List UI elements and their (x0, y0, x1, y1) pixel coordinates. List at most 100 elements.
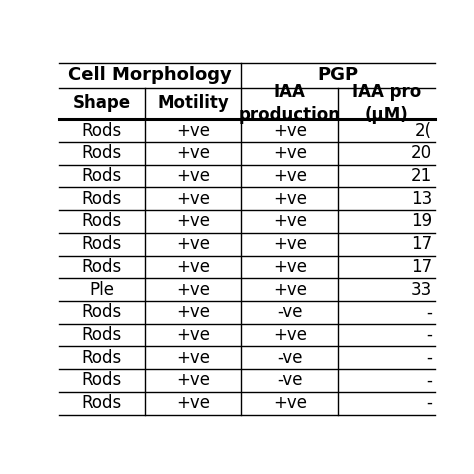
Text: 13: 13 (411, 190, 432, 208)
Text: Rods: Rods (82, 303, 122, 321)
Bar (338, 324, 435, 346)
Text: +ve: +ve (273, 394, 307, 412)
Text: 33: 33 (411, 281, 432, 299)
Text: +ve: +ve (273, 167, 307, 185)
Bar (145, 392, 241, 415)
Text: 2(: 2( (415, 122, 432, 140)
Text: +ve: +ve (176, 212, 210, 230)
Text: +ve: +ve (273, 122, 307, 140)
Bar (241, 88, 338, 119)
Bar (338, 369, 435, 392)
Bar (59, 301, 145, 324)
Text: Rods: Rods (82, 349, 122, 367)
Bar (338, 119, 435, 142)
Text: +ve: +ve (273, 212, 307, 230)
Text: -: - (426, 394, 432, 412)
Text: Rods: Rods (82, 326, 122, 344)
Text: +ve: +ve (176, 303, 210, 321)
Bar (338, 187, 435, 210)
Bar (338, 210, 435, 233)
Text: +ve: +ve (176, 144, 210, 162)
Bar (59, 324, 145, 346)
Bar (59, 346, 145, 369)
Bar (145, 233, 241, 255)
Text: +ve: +ve (176, 190, 210, 208)
Text: 17: 17 (411, 258, 432, 276)
Bar (59, 88, 145, 119)
Bar (145, 210, 241, 233)
Text: -: - (426, 372, 432, 390)
Text: -: - (426, 303, 432, 321)
Text: Rods: Rods (82, 235, 122, 253)
Text: -: - (426, 326, 432, 344)
Bar (145, 119, 241, 142)
Text: +ve: +ve (176, 372, 210, 390)
Text: 19: 19 (411, 212, 432, 230)
Bar (241, 278, 338, 301)
Bar (338, 164, 435, 187)
Text: 21: 21 (411, 167, 432, 185)
Text: PGP: PGP (318, 66, 359, 84)
Bar (241, 119, 338, 142)
Text: Rods: Rods (82, 258, 122, 276)
Text: 20: 20 (411, 144, 432, 162)
Text: +ve: +ve (176, 122, 210, 140)
Bar (241, 392, 338, 415)
Bar (59, 63, 241, 88)
Bar (241, 63, 435, 88)
Bar (338, 346, 435, 369)
Bar (145, 142, 241, 164)
Bar (241, 187, 338, 210)
Text: +ve: +ve (176, 349, 210, 367)
Bar (338, 233, 435, 255)
Text: +ve: +ve (273, 258, 307, 276)
Bar (241, 255, 338, 278)
Text: Motility: Motility (157, 94, 229, 112)
Bar (338, 392, 435, 415)
Bar (338, 142, 435, 164)
Bar (338, 301, 435, 324)
Bar (59, 255, 145, 278)
Bar (59, 119, 145, 142)
Text: Rods: Rods (82, 190, 122, 208)
Text: IAA pro
(μM): IAA pro (μM) (352, 83, 421, 124)
Text: +ve: +ve (273, 144, 307, 162)
Bar (338, 278, 435, 301)
Bar (241, 324, 338, 346)
Bar (59, 369, 145, 392)
Bar (338, 255, 435, 278)
Bar (145, 88, 241, 119)
Bar (241, 369, 338, 392)
Bar (145, 346, 241, 369)
Bar (241, 346, 338, 369)
Text: -ve: -ve (277, 349, 302, 367)
Bar (145, 255, 241, 278)
Bar (145, 301, 241, 324)
Bar (241, 210, 338, 233)
Text: Rods: Rods (82, 212, 122, 230)
Bar (241, 233, 338, 255)
Bar (59, 210, 145, 233)
Text: -ve: -ve (277, 303, 302, 321)
Text: Rods: Rods (82, 144, 122, 162)
Text: Rods: Rods (82, 122, 122, 140)
Text: Ple: Ple (90, 281, 114, 299)
Text: -: - (426, 349, 432, 367)
Text: +ve: +ve (273, 190, 307, 208)
Text: +ve: +ve (176, 281, 210, 299)
Text: +ve: +ve (176, 258, 210, 276)
Bar (241, 142, 338, 164)
Text: IAA
production: IAA production (239, 83, 341, 124)
Bar (59, 392, 145, 415)
Bar (145, 369, 241, 392)
Text: 17: 17 (411, 235, 432, 253)
Text: +ve: +ve (273, 326, 307, 344)
Bar (145, 324, 241, 346)
Text: +ve: +ve (176, 394, 210, 412)
Text: +ve: +ve (176, 167, 210, 185)
Text: +ve: +ve (176, 326, 210, 344)
Bar (59, 187, 145, 210)
Bar (145, 187, 241, 210)
Text: +ve: +ve (273, 281, 307, 299)
Text: Rods: Rods (82, 167, 122, 185)
